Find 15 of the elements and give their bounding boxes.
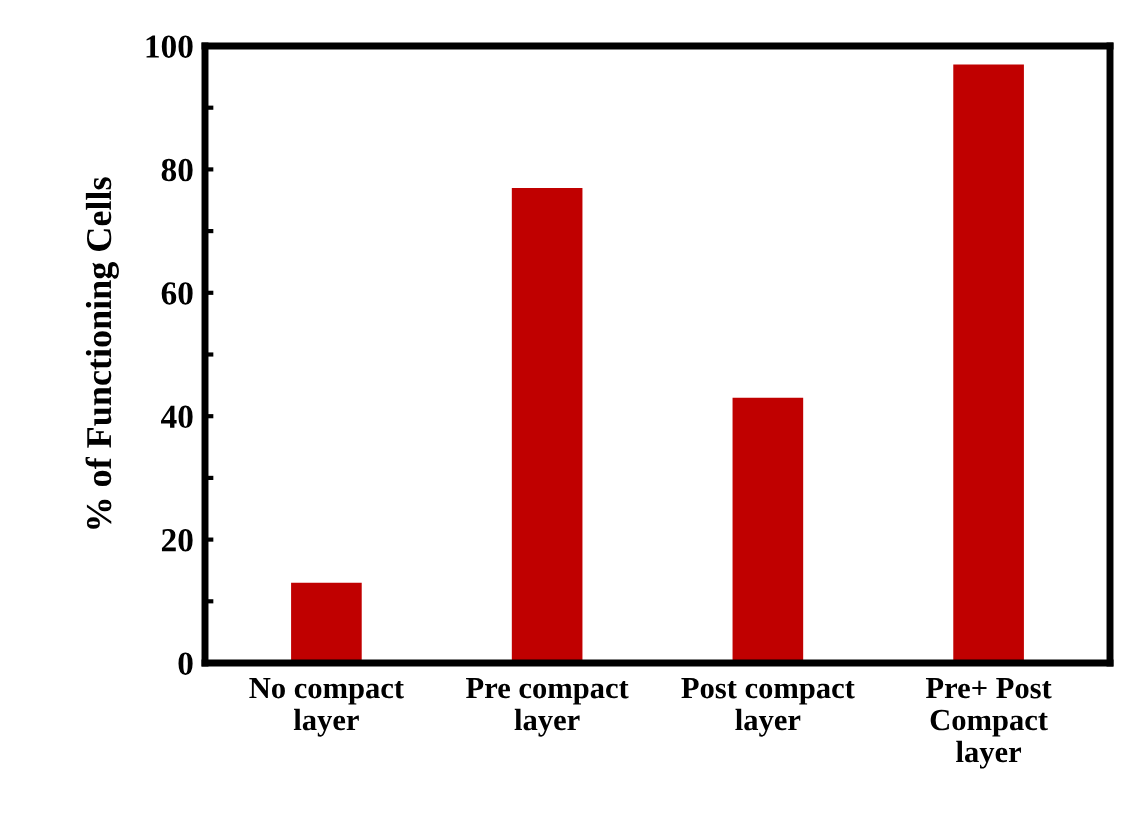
y-tick-label: 100 [146,35,193,58]
y-tick-label: 20 [161,529,193,552]
x-tick-label: Pre+ Post Compact layer [925,678,1052,769]
bar [732,397,804,663]
y-tick-label: 40 [161,405,193,429]
bar [511,187,583,663]
bar [953,64,1024,663]
y-tick-label: 80 [161,158,193,182]
x-tick-label: Pre compact layer [466,678,629,737]
y-tick-label: 60 [161,282,193,305]
x-tick-label: Post compact layer [681,678,855,737]
x-tick-label: No compact layer [249,678,404,737]
y-tick-label: 0 [178,652,193,675]
y-axis-title: % of Functioning Cells [85,177,119,529]
bar [291,582,362,663]
